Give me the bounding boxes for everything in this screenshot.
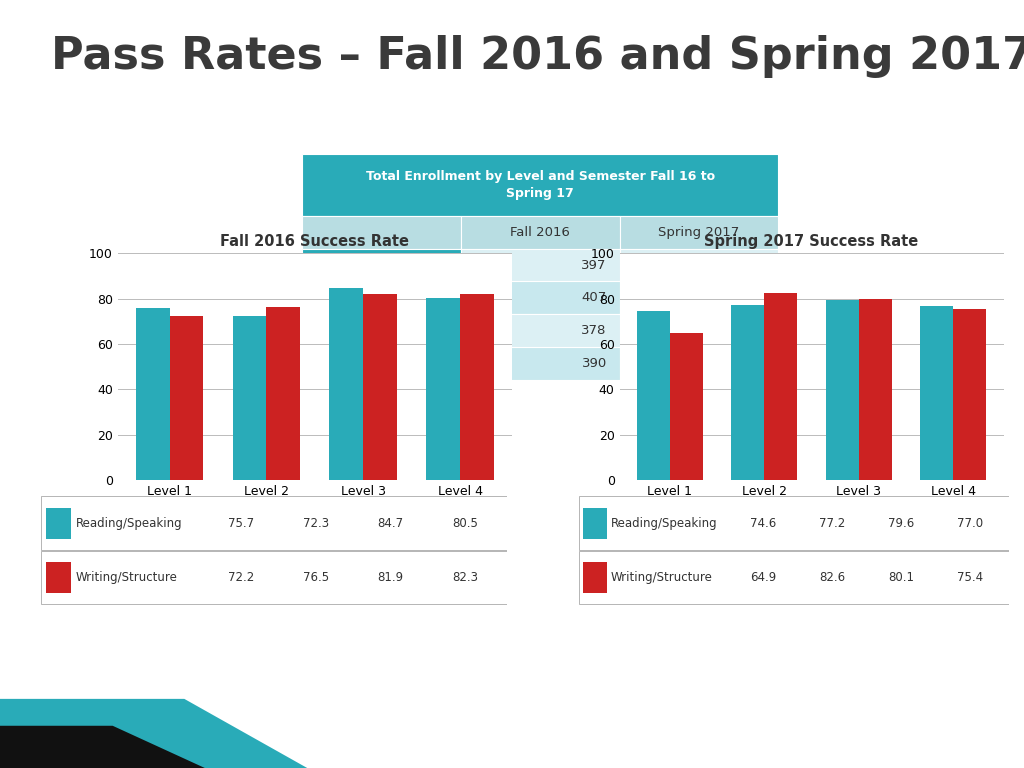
FancyBboxPatch shape [583, 508, 606, 539]
FancyBboxPatch shape [302, 314, 461, 347]
Text: 397: 397 [740, 291, 766, 304]
Bar [731, 305, 764, 480]
Text: 80.5: 80.5 [452, 517, 478, 530]
Text: 72.3: 72.3 [303, 517, 329, 530]
Text: 64.9: 64.9 [751, 571, 776, 584]
FancyBboxPatch shape [461, 282, 620, 314]
Bar [426, 298, 460, 480]
Text: 81.9: 81.9 [377, 571, 403, 584]
Bar [637, 311, 670, 480]
FancyBboxPatch shape [579, 551, 1009, 604]
Text: 357: 357 [740, 324, 766, 337]
FancyBboxPatch shape [302, 282, 461, 314]
Bar [859, 299, 892, 480]
Text: Writing/Structure: Writing/Structure [610, 571, 713, 584]
FancyBboxPatch shape [46, 562, 72, 594]
Title: Spring 2017 Success Rate: Spring 2017 Success Rate [705, 234, 919, 250]
FancyBboxPatch shape [41, 496, 507, 550]
Text: 74.6: 74.6 [751, 517, 776, 530]
FancyBboxPatch shape [620, 216, 778, 249]
Text: Level 3: Level 3 [314, 324, 369, 337]
Text: Fall 2016: Fall 2016 [510, 226, 570, 239]
Text: 75.7: 75.7 [228, 517, 254, 530]
Bar [170, 316, 204, 480]
Text: 72.2: 72.2 [228, 571, 254, 584]
Text: 75.4: 75.4 [956, 571, 983, 584]
Text: 397: 397 [582, 259, 607, 272]
Title: Fall 2016 Success Rate: Fall 2016 Success Rate [220, 234, 410, 250]
FancyBboxPatch shape [46, 508, 72, 539]
FancyBboxPatch shape [620, 282, 778, 314]
Text: 80.1: 80.1 [888, 571, 914, 584]
Text: Total Enrollment by Level and Semester Fall 16 to
Spring 17: Total Enrollment by Level and Semester F… [366, 170, 715, 200]
FancyBboxPatch shape [461, 249, 620, 282]
Bar [764, 293, 798, 480]
Text: Writing/Structure: Writing/Structure [76, 571, 178, 584]
Text: 84.7: 84.7 [377, 517, 403, 530]
Bar [232, 316, 266, 480]
FancyBboxPatch shape [41, 551, 507, 604]
Text: 390: 390 [582, 357, 607, 370]
Bar [266, 306, 300, 480]
Text: 76.5: 76.5 [303, 571, 329, 584]
Text: Reading/Speaking: Reading/Speaking [610, 517, 718, 530]
Text: 77.2: 77.2 [819, 517, 846, 530]
Text: 82.6: 82.6 [819, 571, 846, 584]
FancyBboxPatch shape [583, 562, 606, 594]
Bar [953, 310, 986, 480]
Bar [330, 288, 364, 480]
Bar [825, 300, 859, 480]
FancyBboxPatch shape [302, 154, 778, 216]
Bar [670, 333, 703, 480]
FancyBboxPatch shape [620, 347, 778, 380]
Text: Reading/Speaking: Reading/Speaking [76, 517, 182, 530]
Text: 77.0: 77.0 [956, 517, 983, 530]
Text: Level 1: Level 1 [314, 259, 369, 272]
FancyBboxPatch shape [302, 347, 461, 380]
Text: Pass Rates – Fall 2016 and Spring 2017: Pass Rates – Fall 2016 and Spring 2017 [51, 35, 1024, 78]
Text: 245: 245 [740, 259, 766, 272]
Bar [135, 309, 170, 480]
FancyBboxPatch shape [461, 216, 620, 249]
Text: Spring 2017: Spring 2017 [658, 226, 739, 239]
FancyBboxPatch shape [302, 216, 461, 249]
Text: Level 2: Level 2 [314, 291, 369, 304]
FancyBboxPatch shape [461, 347, 620, 380]
Bar [364, 294, 397, 480]
Bar [460, 293, 494, 480]
Text: Level 4: Level 4 [314, 357, 369, 370]
FancyBboxPatch shape [302, 249, 461, 282]
Text: 378: 378 [582, 324, 607, 337]
FancyBboxPatch shape [620, 314, 778, 347]
FancyBboxPatch shape [579, 496, 1009, 550]
FancyBboxPatch shape [461, 314, 620, 347]
Bar [920, 306, 953, 480]
Text: 82.3: 82.3 [452, 571, 478, 584]
Text: 79.6: 79.6 [888, 517, 914, 530]
FancyBboxPatch shape [620, 249, 778, 282]
Text: 374: 374 [740, 357, 766, 370]
Text: 407: 407 [582, 291, 607, 304]
